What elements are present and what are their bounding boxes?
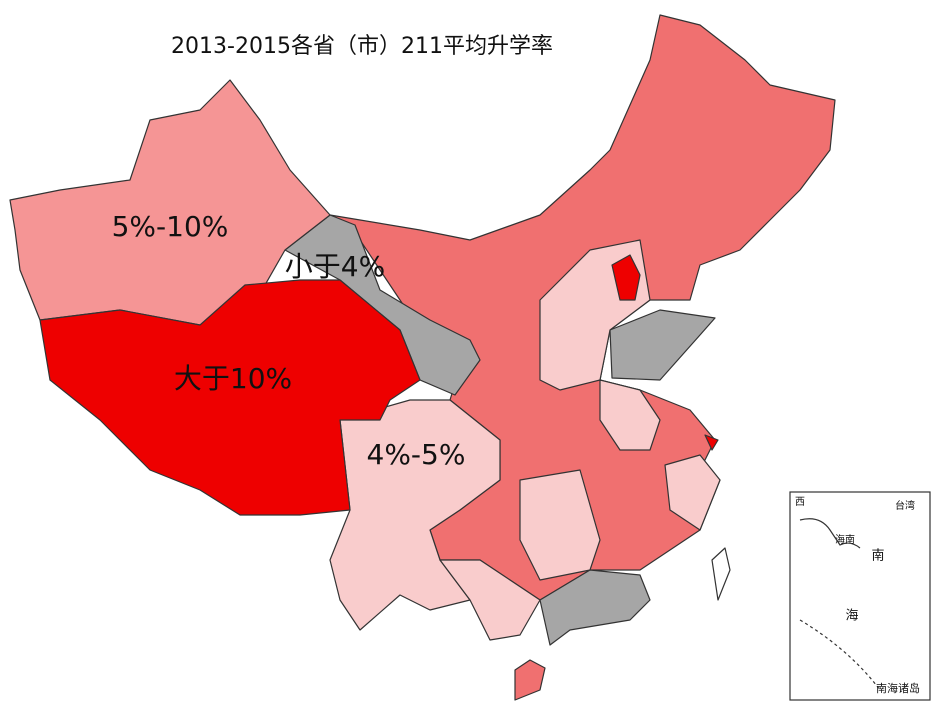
inset-label: 海 <box>845 609 858 624</box>
province-area <box>599 379 661 451</box>
province-area <box>39 279 421 516</box>
region-label: 大于10% <box>174 362 292 395</box>
province-area <box>704 434 719 451</box>
province-area <box>609 309 716 381</box>
region-label: 5%-10% <box>112 210 229 243</box>
inset-title: 南海诸岛 <box>876 681 920 695</box>
inset-label: 南 <box>871 548 884 564</box>
inset-coast <box>799 518 861 549</box>
inset-border <box>799 619 881 691</box>
province-area <box>664 454 721 531</box>
province-area <box>611 254 641 301</box>
map-title: 2013-2015各省（市）211平均升学率 <box>171 34 553 59</box>
province-area <box>711 547 731 601</box>
inset-label: 海南 <box>835 533 855 546</box>
inset-frame <box>789 491 931 701</box>
province-area <box>539 569 651 646</box>
province-area <box>439 559 541 641</box>
province-area <box>519 469 601 581</box>
province-area <box>514 659 546 701</box>
region-label: 4%-5% <box>367 438 466 471</box>
inset-label: 台湾 <box>895 499 915 512</box>
region-label: 小于4% <box>285 250 385 283</box>
province-area <box>9 79 331 326</box>
inset-label: 西 <box>795 497 805 508</box>
